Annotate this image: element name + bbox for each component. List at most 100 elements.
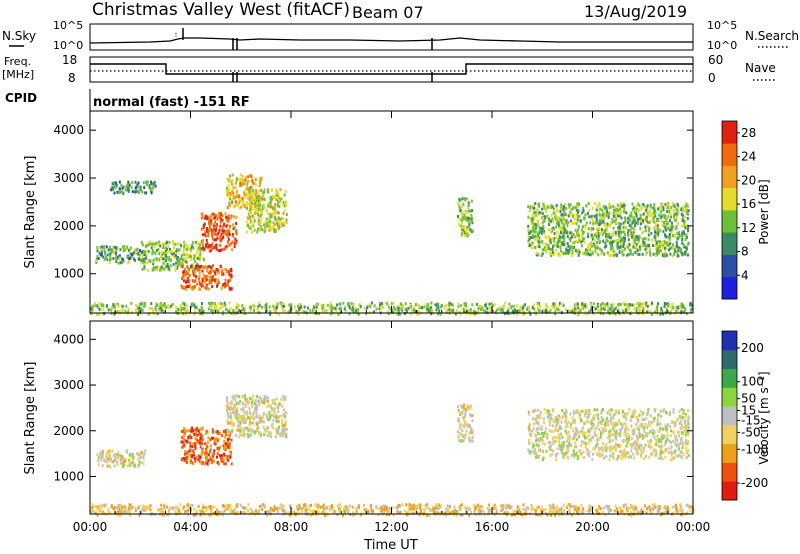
power-cell xyxy=(350,308,353,312)
power-cell xyxy=(166,251,169,255)
power-cell xyxy=(238,200,241,204)
power-cell xyxy=(175,310,178,314)
power-cell xyxy=(405,307,408,311)
velocity-cell xyxy=(477,510,480,514)
power-cell xyxy=(546,235,549,239)
velocity-cell xyxy=(605,504,608,508)
power-cell xyxy=(562,237,565,241)
power-cell xyxy=(620,230,623,234)
velocity-cell xyxy=(199,441,201,445)
velocity-cell xyxy=(395,506,398,510)
velocity-cell xyxy=(475,513,477,517)
velocity-cell xyxy=(224,448,227,452)
power-cell xyxy=(270,197,273,201)
power-cell xyxy=(607,223,610,227)
power-cell xyxy=(430,306,433,310)
velocity-cell xyxy=(233,403,236,407)
power-cell xyxy=(145,250,147,254)
velocity-cell xyxy=(116,456,119,460)
power-cell xyxy=(533,214,536,218)
power-cell xyxy=(537,211,540,215)
power-cell xyxy=(652,206,655,210)
power-cell xyxy=(259,203,262,207)
velocity-cell xyxy=(383,511,386,514)
power-cell xyxy=(198,280,201,284)
power-cell xyxy=(557,216,560,219)
power-cell xyxy=(102,304,105,308)
power-cell xyxy=(481,306,484,310)
power-cell xyxy=(450,302,453,306)
power-cell xyxy=(103,245,105,249)
power-cell xyxy=(264,225,267,229)
power-cell xyxy=(206,216,209,220)
power-cell xyxy=(267,216,270,220)
power-cell xyxy=(202,242,204,246)
power-cell xyxy=(522,306,525,310)
power-cell xyxy=(591,237,594,241)
velocity-cell xyxy=(503,511,506,515)
velocity-cell xyxy=(240,434,243,438)
power-cell xyxy=(231,223,234,227)
power-cell xyxy=(617,303,620,306)
power-cell xyxy=(604,231,607,235)
velocity-cell xyxy=(363,503,366,507)
power-cell xyxy=(98,302,101,305)
velocity-cell xyxy=(254,509,257,513)
velocity-cell xyxy=(342,513,345,517)
power-cell xyxy=(636,302,638,306)
power-cell xyxy=(670,225,673,229)
power-cell xyxy=(591,217,594,221)
power-cell xyxy=(666,304,669,308)
velocity-cell xyxy=(99,508,102,512)
velocity-cell xyxy=(679,508,682,512)
power-cell xyxy=(548,228,551,232)
velocity-cell xyxy=(510,505,513,509)
power-cell xyxy=(211,275,214,279)
velocity-cell xyxy=(555,508,558,512)
power-cell xyxy=(622,243,625,246)
power-cell xyxy=(673,252,676,256)
power-cell xyxy=(246,182,249,186)
power-cell xyxy=(527,228,530,232)
power-cell xyxy=(191,265,194,269)
power-cell xyxy=(128,248,131,252)
velocity-cell xyxy=(551,507,554,511)
velocity-cell xyxy=(111,460,114,464)
power-cell xyxy=(543,230,546,234)
power-cell xyxy=(579,219,582,223)
velocity-cell xyxy=(289,504,292,508)
power-cell xyxy=(221,268,224,272)
power-cell xyxy=(614,231,617,234)
velocity-cell xyxy=(108,511,111,515)
velocity-cell xyxy=(597,508,600,512)
power-cell xyxy=(95,259,98,263)
velocity-cell xyxy=(186,509,189,513)
velocity-cell xyxy=(198,432,201,436)
velocity-cell xyxy=(129,513,131,517)
velocity-cell xyxy=(270,424,273,427)
power-cell xyxy=(549,206,552,209)
power-cell xyxy=(654,253,657,257)
power-cell xyxy=(153,242,156,246)
power-cell xyxy=(533,217,536,221)
power-cell xyxy=(109,252,112,256)
velocity-cell xyxy=(94,505,96,509)
power-cell xyxy=(654,214,657,218)
power-cell xyxy=(669,228,672,232)
velocity-cell xyxy=(187,435,190,439)
power-cell xyxy=(440,305,442,309)
power-cell xyxy=(609,241,612,245)
power-cell xyxy=(257,210,260,214)
power-cell xyxy=(188,285,191,289)
power-cell xyxy=(635,306,638,310)
power-cell xyxy=(654,309,657,313)
velocity-cell xyxy=(492,506,495,510)
velocity-cell xyxy=(454,511,457,515)
power-cell xyxy=(602,307,605,311)
velocity-cell xyxy=(138,453,141,457)
power-cell xyxy=(276,210,279,214)
velocity-cell xyxy=(224,435,227,439)
power-cell xyxy=(677,254,680,258)
power-cell xyxy=(204,265,207,269)
power-cell xyxy=(593,244,596,247)
